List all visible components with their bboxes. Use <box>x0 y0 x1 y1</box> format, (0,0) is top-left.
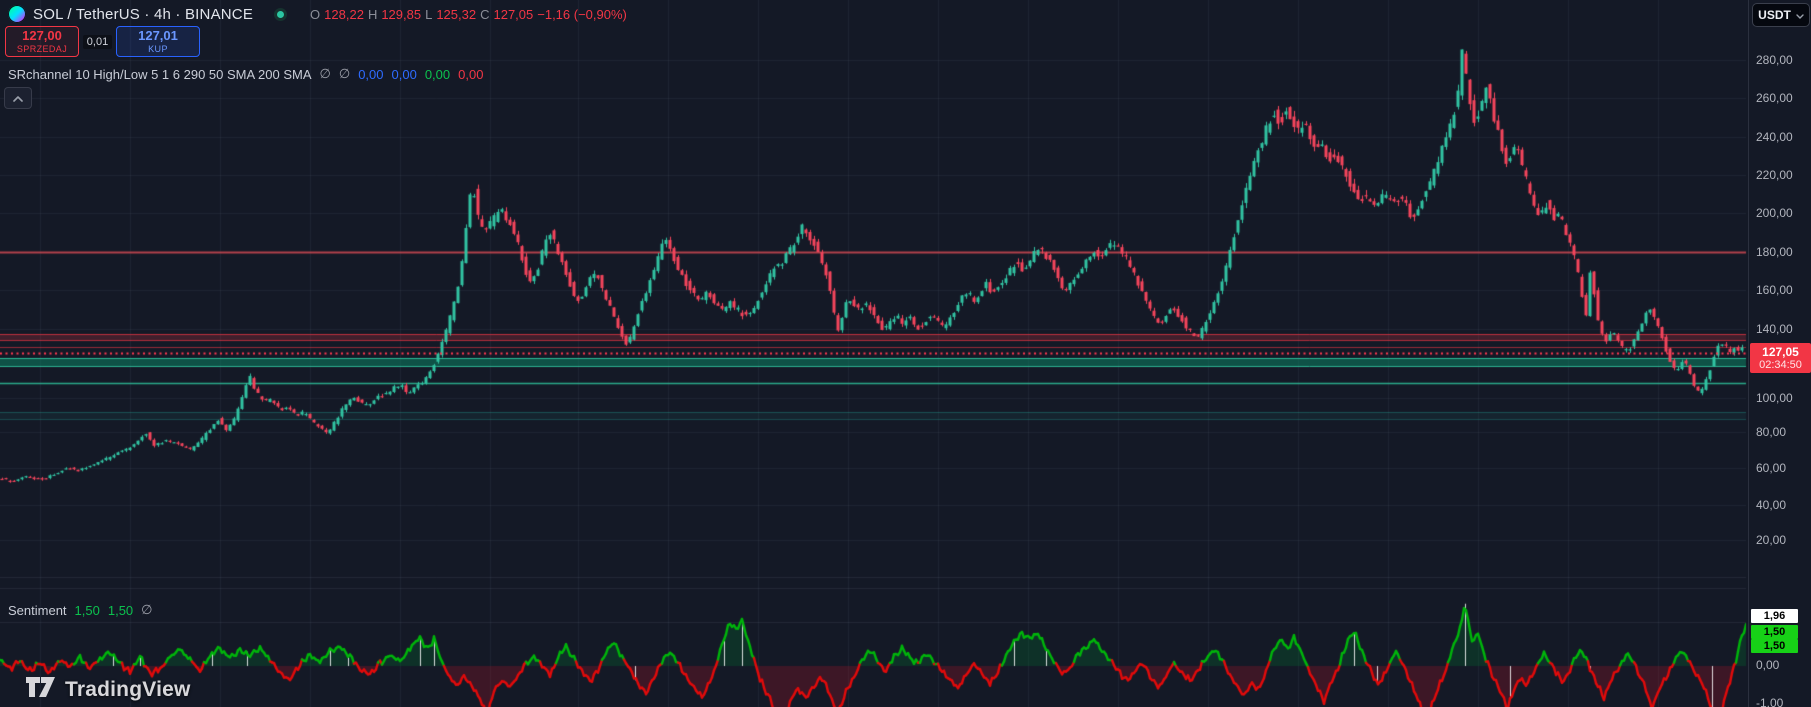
price-axis-label: 200,00 <box>1756 206 1793 220</box>
sentiment-null: ∅ <box>141 602 153 617</box>
close-key: C <box>480 6 490 22</box>
indicator-title[interactable]: SRchannel 10 High/Low 5 1 6 290 50 SMA 2… <box>8 66 312 82</box>
open-key: O <box>310 6 321 22</box>
sentiment-legend: Sentiment 1,50 1,50 ∅ <box>8 602 153 618</box>
price-axis-label: 60,00 <box>1756 461 1787 475</box>
price-axis-label: 260,00 <box>1756 91 1793 105</box>
price-axis-label: 140,00 <box>1756 322 1793 336</box>
sentiment-value-2: 1,50 <box>107 602 134 618</box>
price-axis-label: 100,00 <box>1756 391 1793 405</box>
sentiment-axis-label: 1,50 <box>1751 639 1798 653</box>
indicator-legend: SRchannel 10 High/Low 5 1 6 290 50 SMA 2… <box>8 66 483 82</box>
low-value: 125,32 <box>436 6 477 22</box>
indicator-value-1: 0,00 <box>358 66 384 82</box>
symbol-title[interactable]: SOL / TetherUS · 4h · BINANCE <box>33 5 254 23</box>
price-axis-label: 80,00 <box>1756 425 1787 439</box>
price-axis-label: 220,00 <box>1756 168 1793 182</box>
last-price: 127,05 <box>1762 344 1799 359</box>
chevron-up-icon <box>13 89 23 107</box>
change-value: −1,16 (−0,90%) <box>537 6 627 22</box>
ohlc-values: O 128,22 H 129,85 L 125,32 C 127,05 −1,1… <box>310 7 627 22</box>
legend-collapse-button[interactable] <box>4 87 32 109</box>
price-axis-label: 280,00 <box>1756 53 1793 67</box>
indicator-value-2: 0,00 <box>391 66 417 82</box>
open-value: 128,22 <box>324 6 364 22</box>
sentiment-axis-label: 1,96 <box>1751 609 1798 623</box>
price-axis-label: 40,00 <box>1756 498 1787 512</box>
tradingview-logo[interactable]: TradingView <box>26 676 191 703</box>
symbol-legend[interactable]: SOL / TetherUS · 4h · BINANCE O 128,22 H… <box>8 4 627 24</box>
sell-price: 127,00 <box>22 27 62 43</box>
trade-buttons: 127,00 SPRZEDAJ 0,01 127,01 KUP <box>5 26 200 57</box>
price-axis-label: 240,00 <box>1756 130 1793 144</box>
sol-coin-icon <box>8 5 26 23</box>
indicator-null-2: ∅ <box>338 66 351 81</box>
currency-selector[interactable]: USDT <box>1752 3 1810 27</box>
market-status-icon[interactable] <box>274 7 288 21</box>
sentiment-axis-label: 1,50 <box>1751 625 1798 639</box>
indicator-null-1: ∅ <box>319 66 331 81</box>
price-axis-separator <box>1748 0 1749 707</box>
high-value: 129,85 <box>381 6 422 22</box>
price-axis-label: 20,00 <box>1756 533 1787 547</box>
buy-label: KUP <box>148 43 168 54</box>
buy-button[interactable]: 127,01 KUP <box>116 26 200 57</box>
spread: 0,01 <box>79 26 116 57</box>
tradingview-icon <box>26 676 56 703</box>
sentiment-axis-label: 0,00 <box>1756 658 1780 672</box>
bar-countdown: 02:34:50 <box>1759 358 1802 371</box>
indicator-value-3: 0,00 <box>424 66 451 82</box>
close-value: 127,05 <box>493 6 534 22</box>
sentiment-value-1: 1,50 <box>74 602 100 618</box>
spread-value: 0,01 <box>82 34 113 49</box>
sentiment-axis-label: -1,00 <box>1756 696 1784 707</box>
high-key: H <box>367 6 378 22</box>
buy-price: 127,01 <box>138 27 178 43</box>
price-axis-label: 160,00 <box>1756 283 1793 297</box>
last-price-tag: 127,05 02:34:50 <box>1750 343 1811 373</box>
sell-button[interactable]: 127,00 SPRZEDAJ <box>5 26 79 57</box>
sell-label: SPRZEDAJ <box>16 43 68 54</box>
currency-label: USDT <box>1758 8 1791 22</box>
sentiment-title[interactable]: Sentiment <box>8 602 67 618</box>
indicator-value-4: 0,00 <box>458 66 484 82</box>
low-key: L <box>425 6 433 22</box>
tradingview-logo-text: TradingView <box>65 677 191 701</box>
price-axis-label: 180,00 <box>1756 245 1793 259</box>
chevron-down-icon <box>1796 8 1804 22</box>
